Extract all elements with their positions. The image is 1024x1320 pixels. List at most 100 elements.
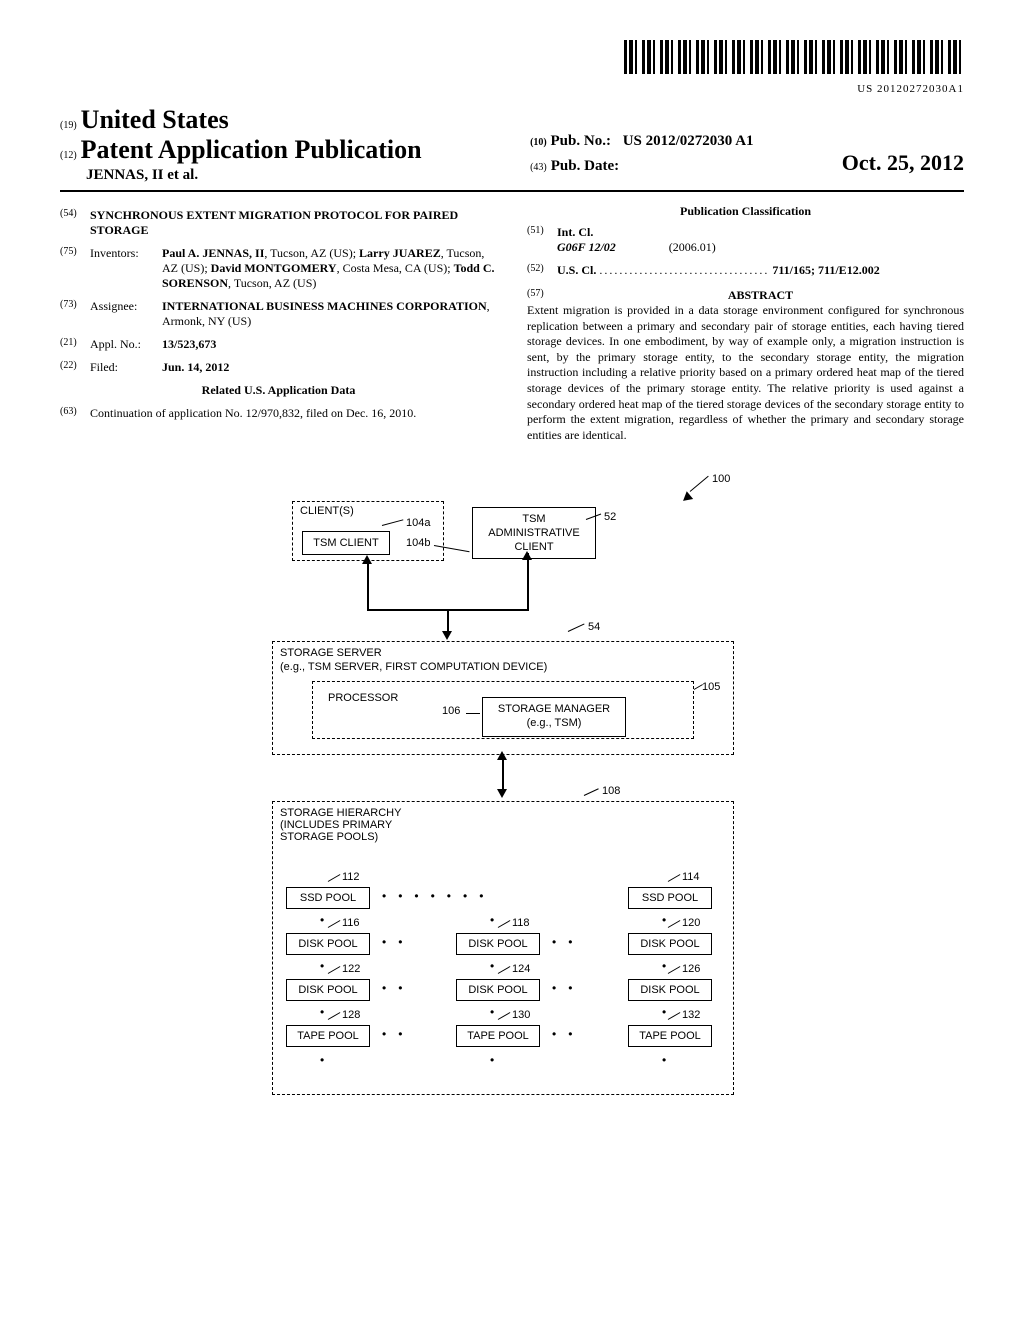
appl-label: Appl. No.: [90, 337, 162, 352]
ref-132: 132 [682, 1009, 700, 1021]
header-authors: JENNAS, II et al. [60, 167, 512, 184]
uscl-label: U.S. Cl. [557, 263, 596, 277]
country-name: United States [81, 105, 229, 134]
dots-d1a: •• [382, 935, 414, 949]
ref-105: 105 [702, 681, 720, 693]
assignee-value: INTERNATIONAL BUSINESS MACHINES CORPORAT… [162, 299, 497, 329]
hierarchy-label: STORAGE HIERARCHY (INCLUDES PRIMARY STOR… [280, 807, 420, 843]
arrowhead-merge-down [442, 631, 452, 640]
dot-v-1b: • [490, 913, 494, 927]
disk-pool-122: DISK POOL [286, 979, 370, 1001]
left-column: (54) SYNCHRONOUS EXTENT MIGRATION PROTOC… [60, 200, 497, 443]
dots-t1: •• [382, 1027, 414, 1041]
country-prefix: (19) [60, 120, 77, 131]
tape-pool-130: TAPE POOL [456, 1025, 540, 1047]
right-column: Publication Classification (51) Int. Cl.… [527, 200, 964, 443]
arrowhead-100 [680, 492, 693, 505]
arrow-server-hier [502, 755, 504, 791]
disk-pool-124: DISK POOL [456, 979, 540, 1001]
dot-b-1: • [320, 1053, 324, 1067]
barcode-region [60, 40, 964, 79]
dot-b-2: • [490, 1053, 494, 1067]
intcl-num: (51) [527, 225, 557, 255]
ref-104b: 104b [406, 537, 430, 549]
body-columns: (54) SYNCHRONOUS EXTENT MIGRATION PROTOC… [60, 200, 964, 443]
ref-130: 130 [512, 1009, 530, 1021]
ref-54: 54 [588, 621, 600, 633]
ref-114: 114 [682, 871, 700, 883]
disk-pool-120: DISK POOL [628, 933, 712, 955]
dot-b-3: • [662, 1053, 666, 1067]
cont-num: (63) [60, 406, 90, 421]
dots-d2a: •• [382, 981, 414, 995]
pubdate-prefix: (43) [530, 162, 547, 173]
inventors-num: (75) [60, 246, 90, 291]
arrow-merge-down [447, 609, 449, 633]
storage-server-sub: (e.g., TSM SERVER, FIRST COMPUTATION DEV… [280, 661, 547, 673]
dot-v-3c: • [662, 1005, 666, 1019]
tsm-client-node: TSM CLIENT [302, 531, 390, 555]
dot-v-3a: • [320, 1005, 324, 1019]
dot-v-2a: • [320, 959, 324, 973]
ssd-pool-1: SSD POOL [286, 887, 370, 909]
barcode-label: US 20120272030A1 [60, 83, 964, 95]
tsm-admin-node: TSM ADMINISTRATIVE CLIENT [472, 507, 596, 559]
ref-116: 116 [342, 917, 360, 929]
publication-type: Patent Application Publication [81, 135, 422, 164]
document-header: (19) United States (12) Patent Applicati… [60, 105, 964, 192]
arrow-clients-down [367, 561, 369, 609]
abstract-num: (57) [527, 288, 557, 303]
related-heading: Related U.S. Application Data [60, 383, 497, 398]
storage-manager-label: STORAGE MANAGER [489, 702, 619, 716]
lead-108 [584, 789, 599, 797]
arrowhead-hier-up [497, 751, 507, 760]
pubno-label: Pub. No.: [551, 133, 611, 149]
assignee-num: (73) [60, 299, 90, 329]
ref-112: 112 [342, 871, 360, 883]
disk-pool-116: DISK POOL [286, 933, 370, 955]
arrowhead-clients-up [362, 555, 372, 564]
filed-label: Filed: [90, 360, 162, 375]
uscl-num: (52) [527, 263, 557, 278]
dots-ssd: ••••••• [382, 889, 495, 903]
storage-server-label: STORAGE SERVER [280, 647, 382, 659]
figure-region: 100 CLIENT(S) TSM CLIENT 104a 104b TSM A… [60, 473, 964, 1113]
ref-104a: 104a [406, 517, 430, 529]
ref-106: 106 [442, 705, 460, 717]
ref-108: 108 [602, 785, 620, 797]
abstract-text: Extent migration is provided in a data s… [527, 303, 964, 443]
arrowhead-hier-down [497, 789, 507, 798]
disk-pool-118: DISK POOL [456, 933, 540, 955]
filed-num: (22) [60, 360, 90, 375]
appl-value: 13/523,673 [162, 337, 497, 352]
ref-120: 120 [682, 917, 700, 929]
inventors-label: Inventors: [90, 246, 162, 291]
ssd-pool-2: SSD POOL [628, 887, 712, 909]
assignee-label: Assignee: [90, 299, 162, 329]
clients-label: CLIENT(S) [300, 505, 354, 517]
tape-pool-132: TAPE POOL [628, 1025, 712, 1047]
arrow-admin-down [527, 553, 529, 611]
dots-t2: •• [552, 1027, 584, 1041]
appl-num: (21) [60, 337, 90, 352]
storage-manager-sub: (e.g., TSM) [489, 716, 619, 730]
invention-title: SYNCHRONOUS EXTENT MIGRATION PROTOCOL FO… [90, 208, 497, 238]
ref-126: 126 [682, 963, 700, 975]
lead-100 [690, 476, 709, 492]
barcode-graphic [624, 40, 964, 74]
pubno-prefix: (10) [530, 137, 547, 148]
dot-v-2c: • [662, 959, 666, 973]
intcl-date: (2006.01) [619, 240, 716, 254]
intcl-label: Int. Cl. [557, 225, 593, 239]
ref-100: 100 [712, 473, 730, 485]
cont-value: Continuation of application No. 12/970,8… [90, 406, 497, 421]
pubtype-prefix: (12) [60, 150, 77, 161]
title-num: (54) [60, 208, 90, 238]
lead-54 [568, 624, 585, 633]
abstract-label: ABSTRACT [728, 288, 793, 302]
filed-value: Jun. 14, 2012 [162, 360, 497, 375]
ref-118: 118 [512, 917, 530, 929]
uscl-dots: .................................. [599, 263, 769, 277]
dot-v-1c: • [662, 913, 666, 927]
classification-heading: Publication Classification [527, 204, 964, 219]
